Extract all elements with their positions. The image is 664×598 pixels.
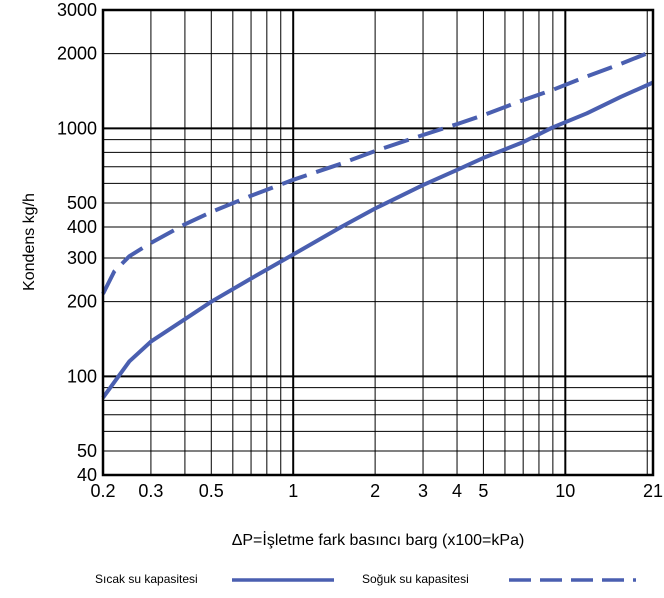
y-tick-label: 3000 bbox=[57, 0, 97, 20]
y-tick-label: 50 bbox=[77, 441, 97, 461]
x-tick-label: 4 bbox=[452, 481, 462, 501]
legend: Sıcak su kapasitesi Soğuk su kapasitesi bbox=[95, 572, 636, 586]
x-tick-label: 0.5 bbox=[199, 481, 224, 501]
x-tick-label: 1 bbox=[288, 481, 298, 501]
series-line-cold bbox=[101, 49, 654, 295]
y-tick-label: 400 bbox=[67, 217, 97, 237]
series-layer bbox=[101, 49, 654, 399]
grid-major bbox=[103, 10, 653, 475]
x-tick-label: 10 bbox=[555, 481, 575, 501]
x-tick-label: 2 bbox=[370, 481, 380, 501]
y-tick-label: 1000 bbox=[57, 118, 97, 138]
y-tick-label: 2000 bbox=[57, 44, 97, 64]
legend-label-hot: Sıcak su kapasitesi bbox=[95, 572, 198, 586]
y-tick-label: 100 bbox=[67, 366, 97, 386]
y-tick-label: 200 bbox=[67, 292, 97, 312]
x-tick-label: 3 bbox=[418, 481, 428, 501]
grid-minor-y bbox=[103, 53, 653, 452]
y-tick-label: 300 bbox=[67, 248, 97, 268]
x-tick-label: 21 bbox=[643, 481, 663, 501]
x-tick-label: 0.3 bbox=[138, 481, 163, 501]
y-axis-title: Kondens kg/h bbox=[21, 193, 38, 291]
tick-labels: 0.2 0.3 0.5 1 2 3 4 5 10 21 40 50 100 200 300 400 500 100… bbox=[57, 0, 663, 501]
x-axis-title: ΔP=İşletme fark basıncı barg (x100=kPa) bbox=[232, 530, 525, 549]
x-tick-label: 0.2 bbox=[90, 481, 115, 501]
x-tick-label: 5 bbox=[478, 481, 488, 501]
y-tick-label: 500 bbox=[67, 193, 97, 213]
y-tick-label: 40 bbox=[77, 465, 97, 485]
grid-minor-x bbox=[150, 10, 648, 475]
series-line-hot bbox=[101, 80, 654, 399]
legend-label-cold: Soğuk su kapasitesi bbox=[362, 572, 469, 586]
plot-frame bbox=[101, 8, 655, 477]
